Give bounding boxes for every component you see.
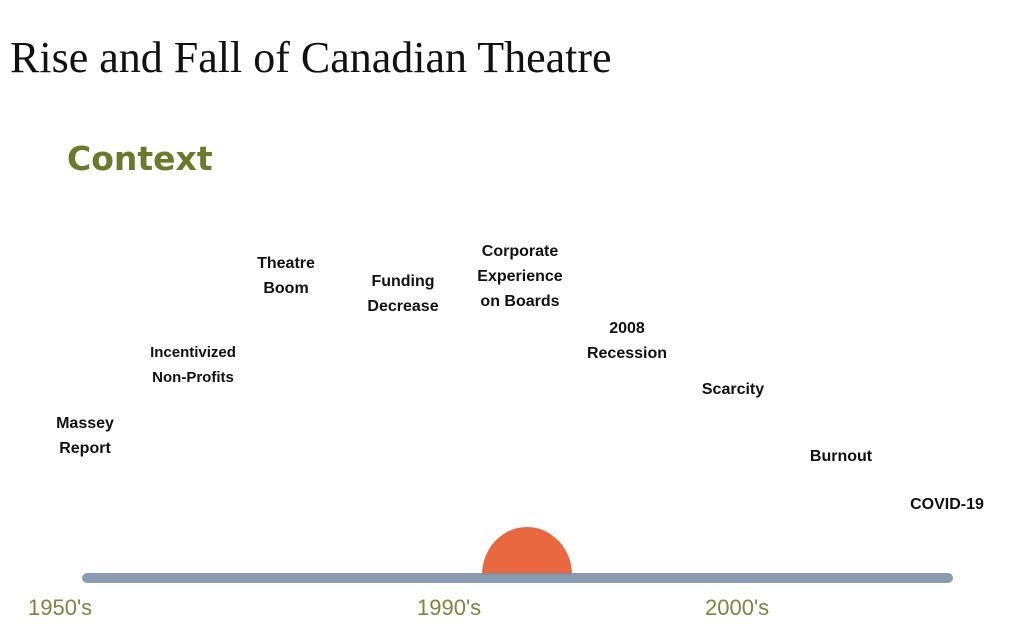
event-covid-19: COVID-19 xyxy=(910,492,984,517)
decade-label-2000s: 2000's xyxy=(705,595,770,620)
decade-label-1950s: 1950's xyxy=(28,595,93,620)
event-label: Non-Profits xyxy=(152,369,234,386)
event-burnout: Burnout xyxy=(810,444,872,469)
event-corporate-experience: Corporate Experience on Boards xyxy=(477,239,562,314)
event-label: Boom xyxy=(263,280,309,297)
event-funding-decrease: Funding Decrease xyxy=(367,269,438,319)
event-label: Corporate xyxy=(481,243,559,260)
event-label: Decrease xyxy=(367,298,439,315)
event-2008-recession: 2008 Recession xyxy=(587,316,667,366)
event-label: Recession xyxy=(586,345,668,362)
event-label: Report xyxy=(59,440,111,457)
timeline-line xyxy=(82,573,953,583)
event-label: Massey xyxy=(56,415,114,432)
section-heading: Context xyxy=(67,139,213,178)
event-label: Funding xyxy=(371,273,435,290)
event-label: Experience xyxy=(477,268,563,285)
event-incentivized-non-profits: Incentivized Non-Profits xyxy=(150,340,236,390)
event-label: COVID-19 xyxy=(910,496,984,513)
event-massey-report: Massey Report xyxy=(56,411,114,461)
event-label: Scarcity xyxy=(701,381,765,398)
slide-title: Rise and Fall of Canadian Theatre xyxy=(10,33,612,82)
decade-label-1990s: 1990's xyxy=(417,595,482,620)
event-label: 2008 xyxy=(609,320,645,337)
event-label: Incentivized xyxy=(150,344,236,361)
event-label: Burnout xyxy=(809,448,873,465)
event-label: on Boards xyxy=(480,293,560,310)
event-scarcity: Scarcity xyxy=(702,377,764,402)
event-label: Theatre xyxy=(257,255,315,272)
event-theatre-boom: Theatre Boom xyxy=(257,251,315,301)
